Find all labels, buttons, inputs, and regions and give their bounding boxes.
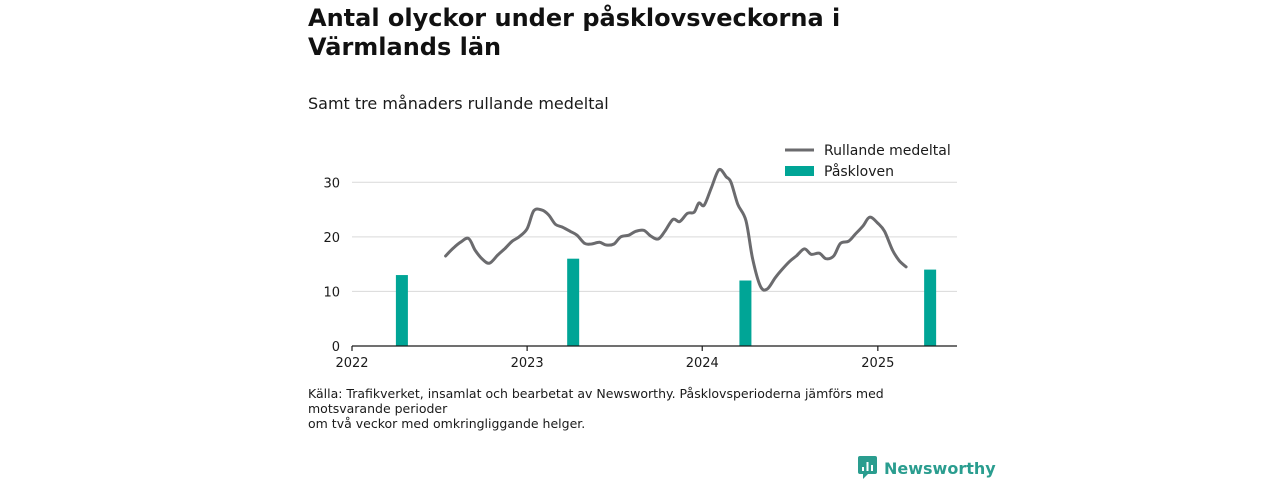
- source-line-2: om två veckor med omkringliggande helger…: [308, 416, 586, 431]
- chart-title: Antal olyckor under påsklovsveckorna i V…: [308, 4, 841, 61]
- source-note: Källa: Trafikverket, insamlat och bearbe…: [308, 386, 948, 431]
- bar: [739, 280, 752, 346]
- y-tick-label: 0: [332, 340, 340, 355]
- line-series-rullande-medeltal: [444, 167, 908, 292]
- x-tick-label: 2024: [686, 356, 719, 371]
- brand-logo: Newsworthy: [858, 456, 996, 480]
- x-tick-label: 2022: [335, 356, 368, 371]
- bar: [395, 275, 408, 346]
- y-tick-label: 20: [323, 231, 340, 246]
- bar: [924, 269, 937, 346]
- y-tick-label: 30: [323, 176, 340, 191]
- bar: [567, 258, 580, 346]
- legend-swatch-bar: [785, 166, 814, 176]
- x-tick-label: 2023: [511, 356, 544, 371]
- y-tick-label: 10: [323, 285, 340, 300]
- brand-name: Newsworthy: [884, 458, 996, 478]
- legend-label: Påskloven: [824, 163, 894, 180]
- newsworthy-logo-icon: [858, 456, 877, 479]
- source-line-1: Källa: Trafikverket, insamlat och bearbe…: [308, 386, 884, 416]
- x-tick-label: 2025: [861, 356, 894, 371]
- chart-subtitle: Samt tre månaders rullande medeltal: [308, 94, 609, 113]
- legend-label: Rullande medeltal: [824, 143, 951, 159]
